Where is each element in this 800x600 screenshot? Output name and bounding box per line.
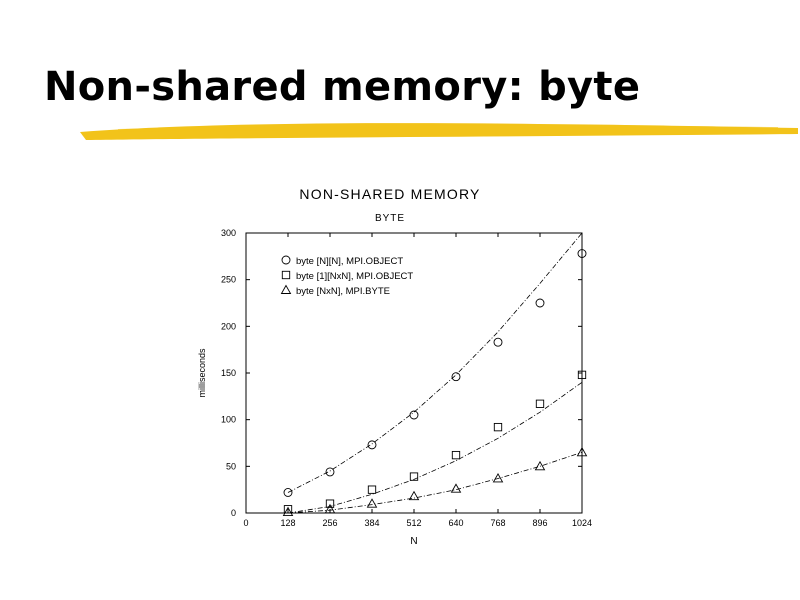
fit-curve-circle — [287, 232, 583, 493]
legend-circle-marker — [281, 255, 291, 265]
legend-triangle-marker — [280, 284, 292, 294]
x-tick-label: 768 — [490, 518, 505, 528]
square-marker — [283, 505, 293, 514]
square-marker — [493, 422, 503, 432]
square-marker — [535, 399, 545, 408]
x-tick-label: 384 — [364, 518, 379, 528]
x-tick-label: 896 — [532, 518, 547, 528]
triangle-marker — [576, 446, 588, 457]
y-tick-labels: 0 50 100 150 200 250 300 — [221, 228, 236, 518]
y-tick-label: 250 — [221, 275, 236, 285]
triangle-marker — [282, 506, 294, 517]
y-axis-label: milliseconds — [197, 348, 207, 398]
chart-subtitle: BYTE — [375, 213, 405, 224]
y-tick-label: 0 — [231, 508, 236, 518]
x-tick-label: 0 — [243, 518, 248, 528]
y-tick-label: 100 — [221, 415, 236, 425]
square-marker — [577, 370, 587, 380]
chart-title: NON-SHARED MEMORY — [299, 186, 480, 202]
circle-marker — [325, 467, 335, 477]
square-marker — [367, 485, 377, 494]
legend-label: byte [NxN], MPI.BYTE — [296, 286, 390, 297]
legend-label: byte [N][N], MPI.OBJECT — [296, 256, 403, 267]
slide-title: Non-shared memory: byte — [44, 64, 641, 110]
x-tick-labels: 0 128 256 384 512 640 768 896 1024 — [243, 518, 592, 528]
circle-marker — [409, 410, 419, 420]
data-markers — [282, 249, 588, 517]
y-tick-label: 200 — [221, 321, 236, 331]
circle-marker — [367, 440, 377, 450]
x-tick-label: 256 — [322, 518, 337, 528]
triangle-marker — [366, 498, 378, 508]
title-underline-brush — [80, 123, 798, 140]
y-tick-label: 150 — [221, 368, 236, 378]
legend-square-marker — [281, 270, 291, 280]
triangle-marker — [324, 503, 336, 514]
y-tick-label: 300 — [221, 228, 236, 238]
x-axis-label: N — [410, 536, 417, 547]
x-tick-label: 1024 — [572, 518, 592, 528]
circle-marker — [535, 298, 545, 308]
fit-curve-square — [287, 381, 583, 514]
x-tick-label: 640 — [448, 518, 463, 528]
x-tick-label: 512 — [406, 518, 421, 528]
square-marker — [451, 450, 461, 460]
axis-ticks — [245, 232, 583, 514]
triangle-marker — [492, 473, 504, 483]
legend-label: byte [1][NxN], MPI.OBJECT — [296, 271, 413, 282]
triangle-marker — [450, 483, 462, 493]
fit-curves — [287, 232, 583, 514]
square-marker — [409, 472, 419, 481]
circle-marker — [493, 337, 503, 347]
circle-marker — [577, 249, 587, 258]
x-tick-label: 128 — [280, 518, 295, 528]
circle-marker — [451, 372, 461, 382]
y-tick-label: 50 — [226, 461, 236, 471]
fit-curve-triangle — [287, 451, 583, 514]
legend: byte [N][N], MPI.OBJECT byte [1][NxN], MP… — [280, 255, 413, 297]
circle-marker — [283, 488, 293, 497]
chart: NON-SHARED MEMORY BYTE 0 128 256 384 512 640 7… — [197, 186, 592, 547]
square-marker — [325, 499, 335, 508]
triangle-marker — [534, 460, 546, 471]
triangle-marker — [408, 490, 420, 501]
